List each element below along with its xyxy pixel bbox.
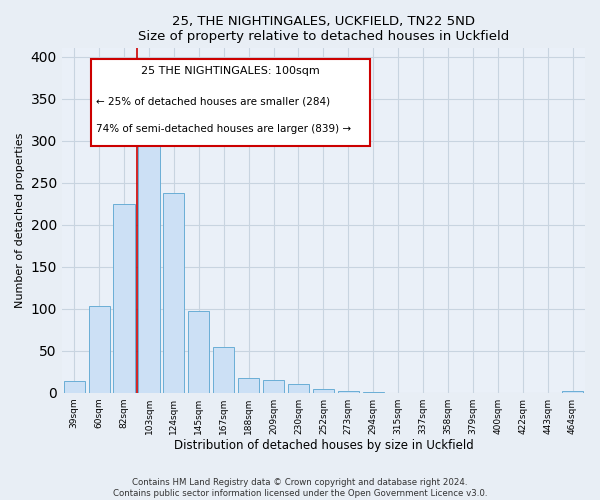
Text: 25 THE NIGHTINGALES: 100sqm: 25 THE NIGHTINGALES: 100sqm	[141, 66, 320, 76]
Text: Contains HM Land Registry data © Crown copyright and database right 2024.
Contai: Contains HM Land Registry data © Crown c…	[113, 478, 487, 498]
Bar	[89, 306, 110, 392]
Bar	[313, 388, 334, 392]
Bar	[113, 204, 134, 392]
Bar	[338, 391, 359, 392]
Title: 25, THE NIGHTINGALES, UCKFIELD, TN22 5ND
Size of property relative to detached h: 25, THE NIGHTINGALES, UCKFIELD, TN22 5ND…	[138, 15, 509, 43]
Bar	[139, 124, 160, 392]
Bar	[288, 384, 309, 392]
Bar	[238, 378, 259, 392]
Bar	[263, 380, 284, 392]
X-axis label: Distribution of detached houses by size in Uckfield: Distribution of detached houses by size …	[173, 440, 473, 452]
Bar	[188, 311, 209, 392]
Bar	[163, 193, 184, 392]
Bar	[213, 348, 235, 393]
Text: ← 25% of detached houses are smaller (284): ← 25% of detached houses are smaller (28…	[96, 96, 330, 106]
Bar	[64, 381, 85, 392]
Text: 74% of semi-detached houses are larger (839) →: 74% of semi-detached houses are larger (…	[96, 124, 351, 134]
FancyBboxPatch shape	[91, 58, 370, 146]
Bar	[562, 391, 583, 392]
Y-axis label: Number of detached properties: Number of detached properties	[15, 133, 25, 308]
